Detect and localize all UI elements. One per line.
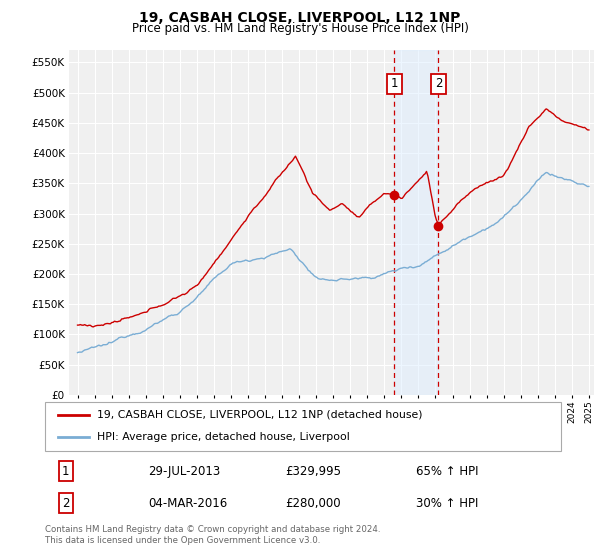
Text: 30% ↑ HPI: 30% ↑ HPI	[416, 497, 479, 510]
Text: 1: 1	[391, 77, 398, 90]
Text: 1: 1	[62, 465, 70, 478]
Text: 2: 2	[434, 77, 442, 90]
Bar	[394, 50, 439, 395]
Text: HPI: Average price, detached house, Liverpool: HPI: Average price, detached house, Live…	[97, 432, 349, 442]
Text: £329,995: £329,995	[286, 465, 341, 478]
Text: 19, CASBAH CLOSE, LIVERPOOL, L12 1NP: 19, CASBAH CLOSE, LIVERPOOL, L12 1NP	[139, 11, 461, 25]
Text: 65% ↑ HPI: 65% ↑ HPI	[416, 465, 479, 478]
FancyBboxPatch shape	[45, 402, 561, 451]
Text: Price paid vs. HM Land Registry's House Price Index (HPI): Price paid vs. HM Land Registry's House …	[131, 22, 469, 35]
Text: 19, CASBAH CLOSE, LIVERPOOL, L12 1NP (detached house): 19, CASBAH CLOSE, LIVERPOOL, L12 1NP (de…	[97, 410, 422, 420]
Text: 2: 2	[62, 497, 70, 510]
Text: 04-MAR-2016: 04-MAR-2016	[148, 497, 227, 510]
Text: £280,000: £280,000	[286, 497, 341, 510]
Text: Contains HM Land Registry data © Crown copyright and database right 2024.
This d: Contains HM Land Registry data © Crown c…	[45, 525, 380, 545]
Text: 29-JUL-2013: 29-JUL-2013	[148, 465, 220, 478]
